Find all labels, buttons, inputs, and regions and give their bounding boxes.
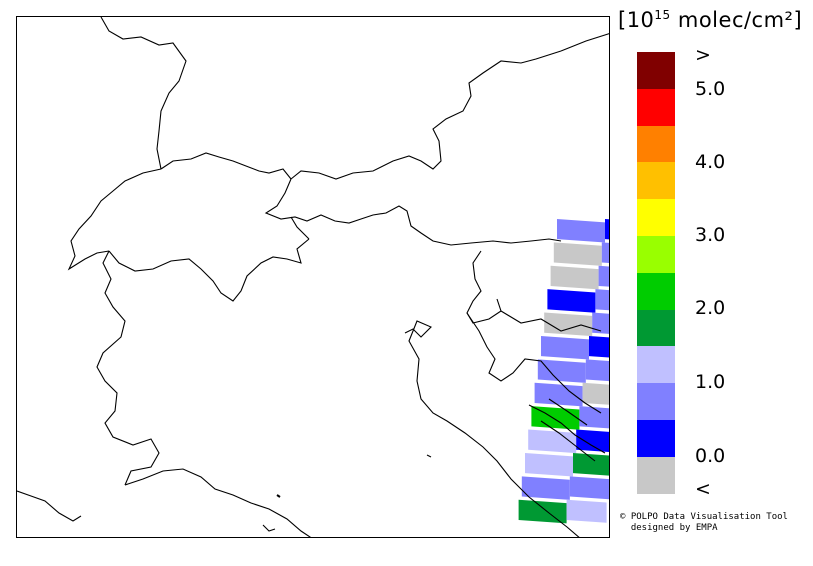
swath-pixel (534, 382, 583, 407)
legend-label: 2.0 (695, 297, 726, 319)
boundary-austria-czech (560, 33, 609, 52)
swath-pixel (585, 359, 609, 383)
swath-pixel (601, 242, 609, 266)
legend-swatch (637, 346, 675, 384)
legend-label: 4.0 (695, 151, 726, 173)
color-scale-bar (637, 52, 675, 494)
country-boundaries (17, 17, 609, 537)
swath-pixel (544, 312, 593, 337)
coast-ligurian (124, 468, 311, 537)
legend-swatch (637, 309, 675, 347)
legend-swatch (637, 125, 675, 163)
swath-pixel (550, 265, 599, 290)
legend-swatch (637, 456, 675, 494)
swath-pixel (592, 312, 609, 336)
legend-swatch (637, 272, 675, 310)
swath-pixel (557, 218, 605, 243)
coast-france (17, 490, 82, 522)
legend-label: 0.0 (695, 445, 726, 467)
legend-swatch (637, 162, 675, 200)
boundary-france-italy (96, 250, 160, 486)
swath-pixel (553, 242, 602, 266)
swath-pixel (518, 499, 567, 524)
legend-swatch (637, 383, 675, 420)
swath-pixel (573, 452, 609, 476)
swath-pixel (525, 452, 573, 477)
swath-pixel (521, 476, 570, 500)
legend-label: < (695, 478, 711, 500)
legend-unit-label: [1015 molec/cm²] (618, 8, 803, 32)
swath-pixel (541, 335, 589, 360)
boundary-france-switzerland (67, 168, 162, 271)
coast-adriatic (404, 320, 580, 537)
swath-pixel (582, 382, 609, 406)
swath-pixel (569, 476, 609, 500)
swath-pixel (547, 289, 596, 313)
boundary-switzerland-italy (108, 238, 310, 302)
legend-swatch (637, 235, 675, 273)
legend-swatch (637, 88, 675, 126)
swath-pixel (605, 218, 609, 242)
legend-swatch (637, 199, 675, 236)
boundary-slovenia-croatia (500, 310, 602, 332)
legend-swatch (637, 52, 675, 89)
satellite-swath (518, 218, 609, 524)
swath-pixel (579, 406, 609, 430)
map-panel[interactable] (16, 16, 610, 538)
boundary-germany-austria (290, 50, 562, 180)
boundary-germany-switzerland (160, 152, 292, 180)
swath-pixel (595, 289, 609, 313)
map-canvas[interactable] (17, 17, 610, 538)
coast-istria (466, 312, 602, 414)
swath-pixel (537, 359, 586, 383)
legend-label: 1.0 (695, 371, 726, 393)
legend-swatch (637, 419, 675, 457)
boundary-switzerland-austria (264, 178, 562, 246)
legend-label: > (695, 44, 711, 66)
swath-pixel (528, 429, 577, 454)
boundary-france-germany (100, 17, 187, 170)
swath-pixel (576, 429, 609, 453)
boundary-italy-slovenia (466, 250, 502, 324)
swath-pixel (566, 499, 607, 523)
legend-label: 3.0 (695, 224, 726, 246)
swath-pixel (598, 265, 609, 289)
swath-pixel (589, 335, 609, 359)
credits-text: © POLPO Data Visualisation Tool designed… (620, 512, 788, 533)
legend-label: 5.0 (695, 78, 726, 100)
